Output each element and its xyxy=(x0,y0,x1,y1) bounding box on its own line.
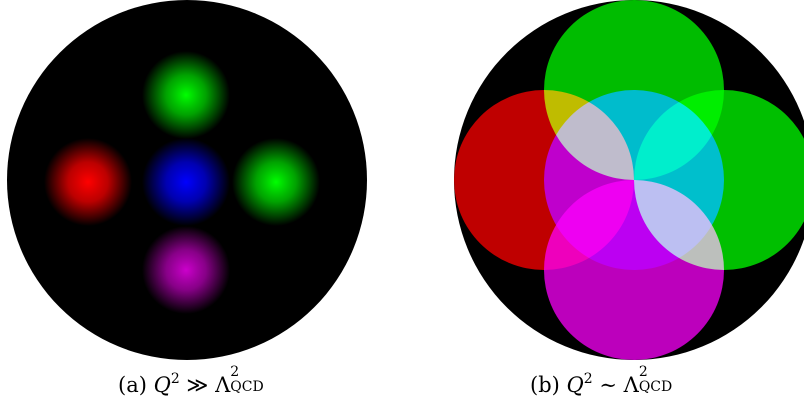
caption-a-rhs-exp: 2 xyxy=(230,364,240,380)
hadron-diagram-b xyxy=(454,0,804,360)
caption-b-lhs: Q xyxy=(566,373,584,397)
caption-b-relation: ∼ xyxy=(599,373,617,397)
caption-b-lhs-exp: 2 xyxy=(583,371,593,387)
caption-b-rhs-exp: 2 xyxy=(638,364,648,380)
caption-a-rhs: Λ xyxy=(215,373,231,397)
quark-magenta-bottom xyxy=(142,226,230,314)
caption-a-lhs-exp: 2 xyxy=(170,371,180,387)
panel-b-large-distance: (b) Q2 ∼ Λ 2 QCD xyxy=(400,0,804,416)
quark-green-top xyxy=(142,51,230,139)
caption-a-label: (a) xyxy=(118,373,147,397)
caption-a-rhs-sub: QCD xyxy=(230,379,264,395)
caption-b: (b) Q2 ∼ Λ 2 QCD xyxy=(530,364,683,397)
quark-red-left xyxy=(44,138,132,226)
hadron-diagram-a xyxy=(7,0,367,360)
caption-a-relation: ≫ xyxy=(186,373,209,397)
quark-magenta-bottom xyxy=(544,180,724,360)
caption-b-label: (b) xyxy=(530,373,560,397)
caption-b-rhs: Λ xyxy=(623,373,639,397)
caption-a-lhs: Q xyxy=(153,373,171,397)
caption-a: (a) Q2 ≫ Λ 2 QCD xyxy=(118,364,274,397)
panel-a-small-distance: (a) Q2 ≫ Λ 2 QCD xyxy=(0,0,400,416)
quark-blue-center xyxy=(142,138,230,226)
caption-b-rhs-sub: QCD xyxy=(638,379,673,395)
quark-green-right xyxy=(232,138,320,226)
